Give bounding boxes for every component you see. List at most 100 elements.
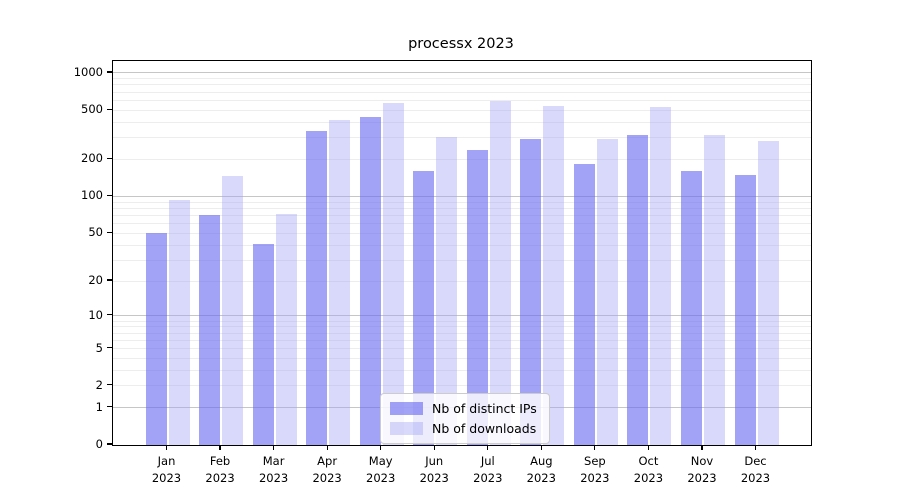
x-tick-label: Jan 2023 bbox=[151, 454, 182, 485]
y-tick bbox=[107, 384, 112, 386]
gridline-minor bbox=[113, 214, 811, 216]
bar-downloads-may-2023 bbox=[382, 102, 404, 445]
legend-label-distinct-ips: Nb of distinct IPs bbox=[432, 401, 537, 416]
x-tick bbox=[754, 445, 757, 450]
x-tick bbox=[326, 445, 328, 450]
plot-area bbox=[112, 60, 812, 446]
y-tick-label: 0 bbox=[95, 437, 103, 451]
legend-swatch-distinct-ips bbox=[390, 402, 423, 415]
bar-downloads-nov-2023 bbox=[703, 135, 725, 445]
gridline-minor bbox=[113, 244, 811, 246]
y-tick bbox=[107, 346, 112, 349]
bar-distinct-ips-nov-2023 bbox=[680, 171, 702, 445]
x-tick bbox=[540, 445, 542, 450]
x-tick bbox=[701, 445, 703, 450]
gridline-minor bbox=[113, 109, 811, 111]
y-tick-label: 500 bbox=[81, 102, 103, 117]
bar-downloads-jan-2023 bbox=[168, 200, 190, 445]
bar-distinct-ips-apr-2023 bbox=[306, 130, 328, 445]
y-tick-label: 2 bbox=[95, 377, 103, 392]
chart-title: processx 2023 bbox=[408, 36, 514, 52]
y-tick-label: 100 bbox=[81, 188, 103, 203]
bar-distinct-ips-jun-2023 bbox=[413, 171, 435, 445]
gridline-minor bbox=[113, 121, 811, 123]
gridline-minor bbox=[113, 201, 811, 203]
gridline-minor bbox=[113, 280, 811, 282]
gridline-minor bbox=[113, 259, 811, 261]
x-tick bbox=[165, 445, 168, 450]
gridline-minor bbox=[113, 84, 811, 86]
gridline-major bbox=[113, 72, 811, 74]
gridline-minor bbox=[113, 78, 811, 80]
gridline-minor bbox=[113, 232, 811, 234]
gridline-minor bbox=[113, 348, 811, 349]
y-tick-label: 200 bbox=[81, 151, 103, 166]
bar-distinct-ips-oct-2023 bbox=[627, 135, 649, 445]
y-tick bbox=[107, 71, 112, 73]
bar-downloads-mar-2023 bbox=[275, 213, 297, 445]
gridline-minor bbox=[113, 223, 811, 225]
x-tick-label: Jul 2023 bbox=[473, 454, 503, 485]
bar-downloads-apr-2023 bbox=[329, 119, 351, 445]
x-tick bbox=[433, 445, 435, 450]
x-tick-label: Feb 2023 bbox=[205, 454, 235, 485]
x-tick-label: Jun 2023 bbox=[419, 454, 449, 485]
y-tick-label: 10 bbox=[88, 307, 103, 322]
bar-distinct-ips-jan-2023 bbox=[145, 233, 167, 445]
y-tick-label: 20 bbox=[88, 273, 103, 288]
x-tick bbox=[647, 445, 649, 450]
bar-downloads-jun-2023 bbox=[436, 136, 458, 445]
gridline-minor bbox=[113, 385, 811, 387]
y-tick bbox=[107, 157, 112, 159]
gridline-minor bbox=[113, 137, 811, 139]
x-tick-label: Aug 2023 bbox=[526, 454, 556, 485]
bar-distinct-ips-aug-2023 bbox=[520, 138, 542, 445]
y-tick bbox=[107, 443, 112, 445]
legend-entry-distinct-ips: Nb of distinct IPs bbox=[390, 401, 537, 416]
x-tick bbox=[219, 445, 221, 450]
bar-distinct-ips-jul-2023 bbox=[466, 149, 488, 445]
legend-entry-downloads: Nb of downloads bbox=[390, 421, 537, 436]
gridline-minor bbox=[113, 158, 811, 160]
gridline-minor bbox=[113, 99, 811, 101]
x-tick bbox=[272, 445, 275, 450]
gridline-minor bbox=[113, 357, 811, 359]
y-tick-label: 1 bbox=[95, 399, 103, 414]
x-tick-label: Mar 2023 bbox=[258, 454, 289, 485]
bar-distinct-ips-mar-2023 bbox=[252, 243, 274, 445]
x-tick-label: May 2023 bbox=[366, 454, 396, 485]
x-tick-label: Oct 2023 bbox=[633, 454, 664, 485]
x-tick-label: Nov 2023 bbox=[687, 454, 717, 485]
bar-downloads-aug-2023 bbox=[543, 106, 565, 445]
gridline-major bbox=[113, 315, 811, 317]
y-tick-label: 1000 bbox=[73, 64, 103, 79]
gridline-minor bbox=[113, 91, 811, 93]
x-tick-label: Sep 2023 bbox=[580, 454, 610, 485]
bar-downloads-oct-2023 bbox=[650, 107, 672, 445]
bar-distinct-ips-may-2023 bbox=[359, 117, 381, 445]
bar-downloads-dec-2023 bbox=[757, 140, 779, 445]
gridline-minor bbox=[113, 339, 811, 341]
bar-downloads-jul-2023 bbox=[489, 101, 511, 445]
x-tick-label: Dec 2023 bbox=[740, 454, 771, 485]
y-tick-label: 5 bbox=[95, 340, 103, 355]
legend: Nb of distinct IPs Nb of downloads bbox=[380, 393, 550, 444]
legend-swatch-downloads bbox=[390, 422, 423, 435]
x-tick bbox=[380, 445, 382, 450]
bar-downloads-sep-2023 bbox=[596, 139, 618, 445]
bar-distinct-ips-feb-2023 bbox=[199, 215, 221, 445]
y-tick bbox=[107, 279, 112, 281]
gridline-minor bbox=[113, 332, 811, 334]
gridline-major bbox=[113, 195, 811, 197]
gridline-minor bbox=[113, 320, 811, 322]
x-tick bbox=[487, 445, 489, 450]
y-tick bbox=[107, 194, 112, 197]
y-tick bbox=[107, 406, 112, 408]
y-tick bbox=[107, 108, 112, 110]
gridline-minor bbox=[113, 207, 811, 209]
y-tick bbox=[107, 314, 112, 316]
gridline-minor bbox=[113, 326, 811, 328]
legend-label-downloads: Nb of downloads bbox=[432, 421, 537, 436]
bar-distinct-ips-dec-2023 bbox=[734, 174, 756, 445]
